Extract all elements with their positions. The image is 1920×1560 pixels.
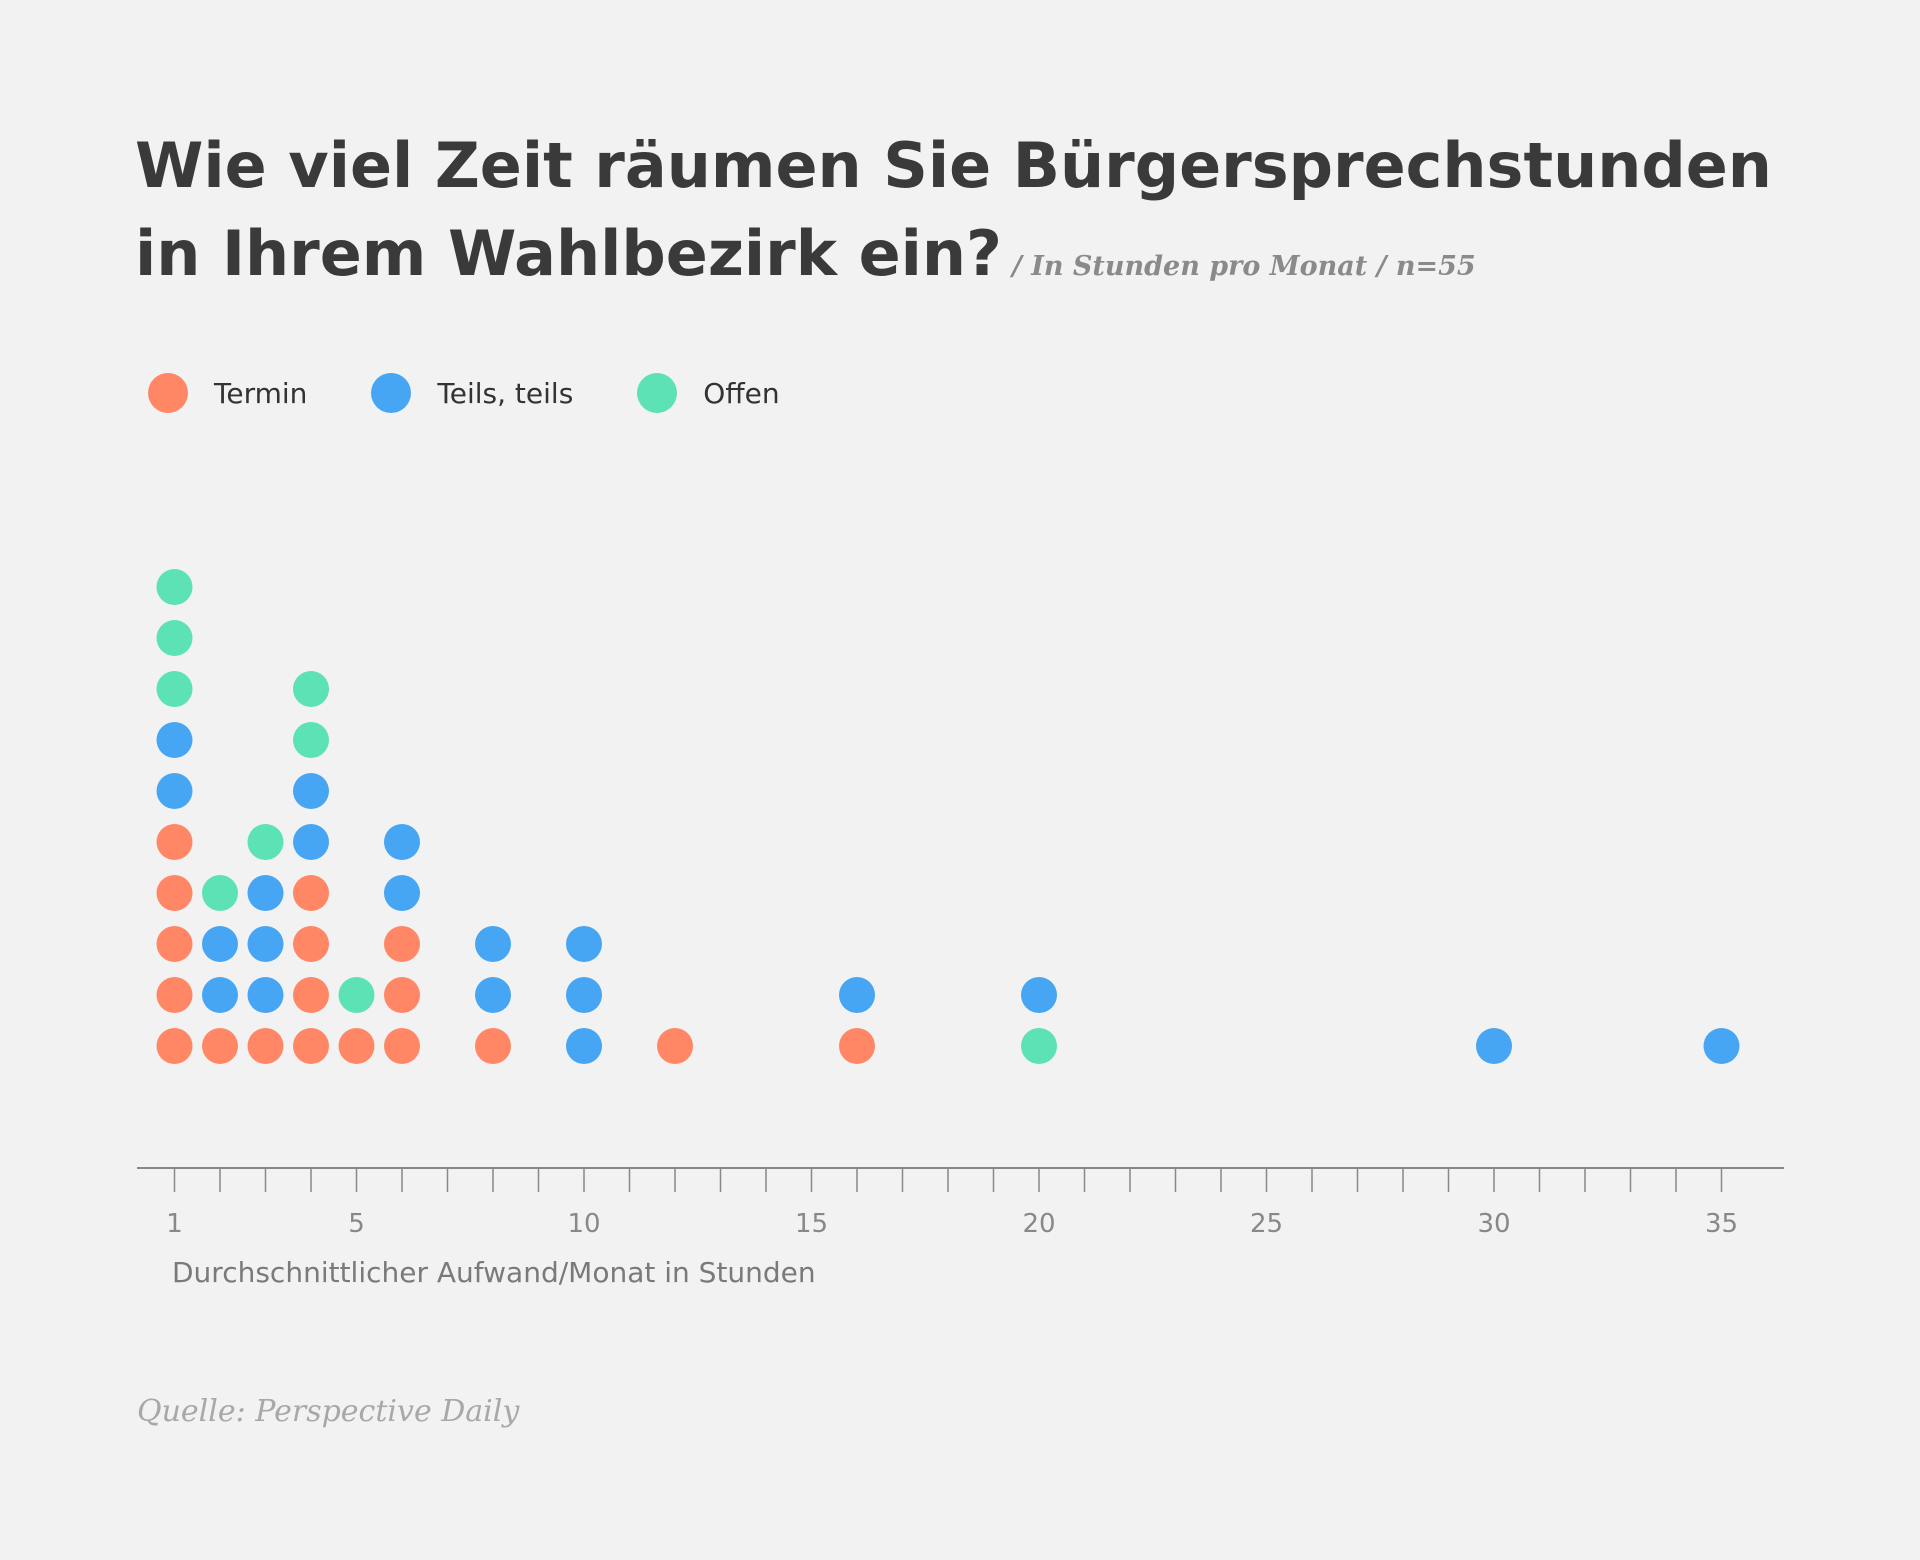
dot-teils-teils-x3-2 [247, 977, 284, 1013]
dot-teils-teils-x1-7 [156, 722, 193, 758]
dot-termin-x8-1 [475, 1028, 511, 1064]
legend-item-termin: Termin [148, 373, 307, 413]
dot-teils-teils-x35-1 [1703, 1028, 1740, 1064]
chart-title-text: Wie viel Zeit räumen Sie Bürgersprechstu… [135, 129, 1772, 290]
dot-teils-teils-x6-4 [384, 875, 420, 911]
dot-teils-teils-x4-5 [293, 824, 329, 860]
dot-offen-x4-7 [293, 722, 329, 758]
dot-offen-x20-1 [1021, 1028, 1057, 1064]
x-tick-label-25: 25 [1250, 1209, 1283, 1239]
dot-termin-x1-3 [156, 926, 193, 962]
dot-offen-x3-5 [247, 824, 284, 860]
dot-offen-x1-8 [156, 671, 193, 707]
source-note: Quelle: Perspective Daily [137, 1394, 520, 1429]
x-axis-title: Durchschnittlicher Aufwand/Monat in Stun… [172, 1256, 816, 1289]
legend-label-offen: Offen [703, 376, 780, 410]
x-tick-label-35: 35 [1705, 1209, 1738, 1239]
x-tick-label-30: 30 [1477, 1209, 1510, 1239]
dot-teils-teils-x6-5 [384, 824, 420, 860]
x-axis-tick-labels: 1 5 10 15 20 25 30 35 [166, 1209, 1738, 1239]
dot-termin-x1-2 [156, 977, 193, 1013]
dot-teils-teils-x20-2 [1021, 977, 1057, 1013]
dot-offen-x1-9 [156, 620, 193, 656]
dot-termin-x5-1 [338, 1028, 375, 1064]
dot-termin-x2-1 [202, 1028, 238, 1064]
x-tick-label-10: 10 [567, 1209, 600, 1239]
dot-termin-x4-4 [293, 875, 329, 911]
legend: Termin Teils, teils Offen [148, 373, 844, 413]
dot-teils-teils-x4-6 [293, 773, 329, 809]
dot-teils-teils-x10-1 [566, 1028, 602, 1064]
dot-offen-x5-2 [338, 977, 375, 1013]
dot-teils-teils-x2-2 [202, 977, 238, 1013]
dot-offen-x1-10 [156, 569, 193, 605]
dot-teils-teils-x8-2 [475, 977, 511, 1013]
legend-swatch-termin [148, 373, 188, 413]
dot-offen-x2-4 [202, 875, 238, 911]
x-axis-ticks [173, 1168, 1723, 1192]
dot-teils-teils-x10-3 [566, 926, 602, 962]
data-dots [156, 569, 1740, 1064]
dot-termin-x3-1 [247, 1028, 284, 1064]
chart-title: Wie viel Zeit räumen Sie Bürgersprechstu… [135, 122, 1815, 311]
dot-termin-x6-2 [384, 977, 420, 1013]
legend-item-offen: Offen [637, 373, 780, 413]
dot-termin-x12-1 [657, 1028, 693, 1064]
legend-swatch-teils-teils [371, 373, 412, 413]
legend-item-teils-teils: Teils, teils [371, 373, 573, 413]
dot-termin-x6-1 [384, 1028, 420, 1064]
dot-termin-x6-3 [384, 926, 420, 962]
legend-swatch-offen [637, 373, 678, 413]
dot-termin-x1-1 [156, 1028, 193, 1064]
dot-teils-teils-x3-4 [247, 875, 284, 911]
chart-subtitle: / In Stunden pro Monat / n=55 [1011, 251, 1476, 282]
dot-teils-teils-x2-3 [202, 926, 238, 962]
x-tick-label-20: 20 [1022, 1209, 1055, 1239]
dot-termin-x4-1 [293, 1028, 329, 1064]
dot-termin-x4-3 [293, 926, 329, 962]
dot-teils-teils-x8-3 [475, 926, 511, 962]
dot-termin-x4-2 [293, 977, 329, 1013]
legend-label-termin: Termin [214, 376, 308, 410]
dot-offen-x4-8 [293, 671, 329, 707]
dot-termin-x1-5 [156, 824, 193, 860]
dot-termin-x1-4 [156, 875, 193, 911]
dot-teils-teils-x10-2 [566, 977, 602, 1013]
dot-teils-teils-x30-1 [1476, 1028, 1512, 1064]
dot-teils-teils-x16-2 [839, 977, 875, 1013]
dot-termin-x16-1 [839, 1028, 875, 1064]
x-tick-label-15: 15 [795, 1209, 828, 1239]
dot-teils-teils-x1-6 [156, 773, 193, 809]
x-tick-label-5: 5 [348, 1209, 365, 1239]
legend-label-teils-teils: Teils, teils [437, 376, 574, 410]
dot-teils-teils-x3-3 [247, 926, 284, 962]
x-tick-label-1: 1 [166, 1209, 183, 1239]
